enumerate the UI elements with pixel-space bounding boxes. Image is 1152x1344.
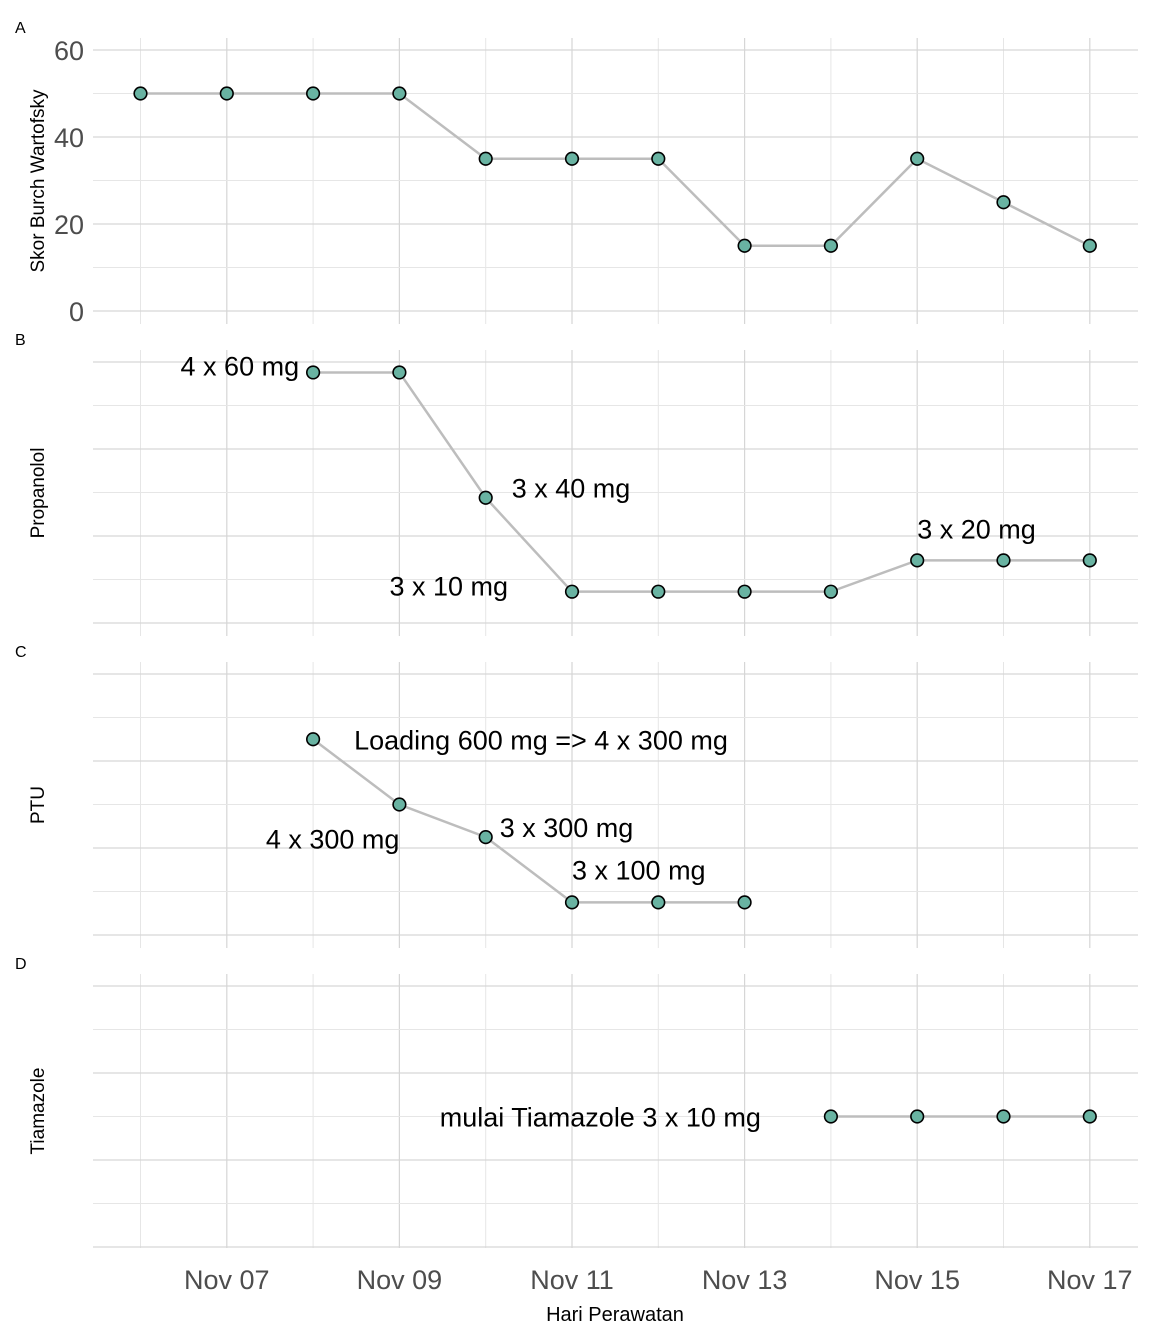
data-point (219, 86, 234, 101)
data-point (478, 490, 493, 505)
series-line (313, 371, 1090, 593)
annotation-label: 3 x 20 mg (917, 514, 1036, 544)
data-point (564, 895, 580, 910)
data-point (564, 584, 580, 599)
annotation-label: 4 x 300 mg (266, 825, 400, 855)
data-point (133, 86, 148, 101)
annotation-label: 3 x 40 mg (512, 474, 631, 504)
data-point (737, 584, 752, 599)
y-tick-label: 0 (69, 297, 84, 327)
x-tick-label: Nov 07 (184, 1265, 270, 1295)
data-point (737, 895, 752, 910)
y-tick-label: 40 (54, 123, 84, 153)
panel-letter: A (15, 20, 26, 37)
x-tick-label: Nov 15 (874, 1265, 960, 1295)
data-point (737, 238, 752, 253)
data-point (910, 553, 925, 568)
data-point (823, 584, 839, 599)
panel-letter: C (15, 644, 27, 661)
series-line (140, 92, 1091, 247)
series-line (312, 738, 745, 904)
data-point (478, 830, 493, 845)
data-point (306, 365, 321, 380)
series-line-layer (140, 92, 1091, 1118)
annotation-label: 3 x 300 mg (500, 813, 634, 843)
data-point-layer (133, 86, 1097, 1124)
data-point (478, 151, 493, 166)
annotation-label: 4 x 60 mg (181, 351, 300, 381)
data-point (1082, 1109, 1097, 1124)
y-tick-label: 20 (54, 210, 84, 240)
data-point (651, 584, 666, 599)
data-point (392, 797, 407, 812)
data-point (910, 151, 925, 166)
grid-layer (93, 38, 1138, 1248)
y-axis-label: Propanolol (28, 448, 49, 539)
annotation-label: 3 x 100 mg (572, 855, 706, 885)
y-axis-label: Tiamazole (28, 1068, 49, 1155)
data-point (564, 151, 580, 166)
x-tick-label: Nov 09 (357, 1265, 443, 1295)
text-layer: A Skor Burch Wartofsky 0 20 40 60 B Propanolol 4… (15, 20, 1133, 1326)
data-point (306, 86, 321, 101)
data-point (306, 732, 321, 747)
data-point (823, 238, 839, 253)
data-point (392, 86, 407, 101)
x-tick-label: Nov 17 (1047, 1265, 1133, 1295)
data-point (996, 1109, 1011, 1124)
annotation-label: 3 x 10 mg (389, 572, 508, 602)
x-tick-label: Nov 11 (530, 1265, 614, 1295)
data-point (392, 365, 407, 380)
annotation-label: Loading 600 mg => 4 x 300 mg (354, 725, 728, 755)
annotation-label: mulai Tiamazole 3 x 10 mg (440, 1103, 761, 1133)
data-point (823, 1109, 839, 1124)
panel-letter: B (15, 332, 26, 349)
data-point (651, 151, 666, 166)
y-axis-label: Skor Burch Wartofsky (28, 89, 49, 273)
data-point (996, 195, 1011, 210)
data-point (910, 1109, 925, 1124)
data-point (651, 895, 666, 910)
y-tick-label: 60 (54, 36, 84, 66)
x-axis-label: Hari Perawatan (546, 1304, 684, 1326)
data-point (1082, 238, 1097, 253)
x-tick-label: Nov 13 (702, 1265, 788, 1295)
data-point (996, 553, 1011, 568)
panel-letter: D (15, 956, 27, 973)
y-axis-label: PTU (28, 786, 49, 824)
data-point (1082, 553, 1097, 568)
